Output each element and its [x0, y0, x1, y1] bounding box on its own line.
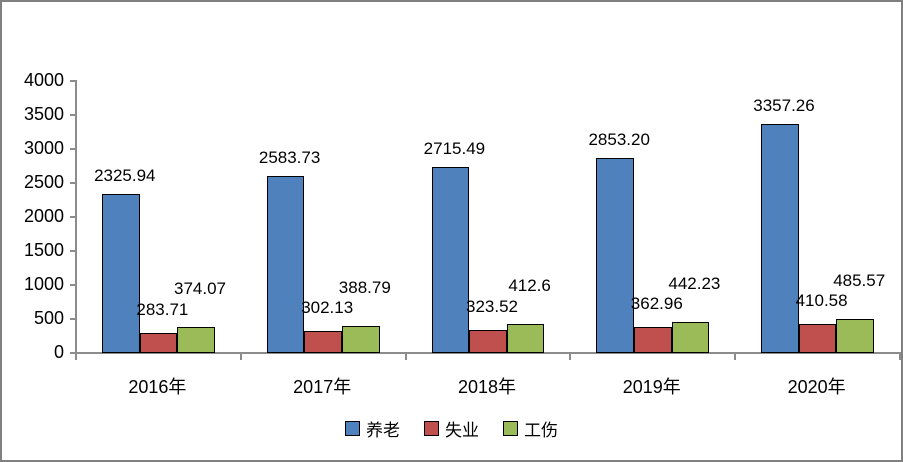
legend-label-养老: 养老: [366, 421, 400, 440]
y-axis-tick: [70, 352, 75, 354]
y-axis-tick: [70, 250, 75, 252]
y-tick-label: 2500: [23, 172, 64, 192]
bar-失业: [139, 332, 178, 353]
bar-失业: [798, 324, 837, 353]
x-axis-tick: [239, 352, 242, 360]
bar-养老: [761, 123, 799, 353]
bar-工伤: [506, 323, 545, 353]
data-label: 3357.26: [753, 95, 815, 115]
legend-item-失业: 失业: [424, 416, 479, 441]
legend-item-工伤: 工伤: [503, 416, 558, 441]
legend-label-失业: 失业: [445, 421, 479, 440]
y-axis-tick: [70, 318, 75, 320]
data-label: 2583.73: [258, 148, 321, 168]
bar-失业: [634, 327, 672, 353]
x-axis-tick: [569, 352, 572, 360]
legend-item-养老: 养老: [345, 416, 400, 441]
y-axis-tick: [70, 80, 75, 82]
y-axis-tick: [70, 148, 75, 150]
data-label: 442.23: [668, 273, 721, 293]
legend-swatch-工伤: [503, 421, 518, 436]
data-label: 323.52: [466, 297, 518, 316]
bar-养老: [102, 193, 140, 353]
y-tick-label: 3000: [23, 138, 64, 158]
category-label: 2019年: [622, 377, 681, 397]
bar-工伤: [836, 318, 874, 353]
data-label: 374.07: [174, 278, 226, 298]
legend-swatch-养老: [345, 421, 360, 436]
data-label: 388.79: [338, 277, 391, 297]
bar-工伤: [671, 321, 710, 353]
data-label: 283.71: [136, 299, 189, 319]
bar-失业: [304, 331, 342, 353]
bar-养老: [431, 167, 470, 353]
bar-失业: [469, 330, 507, 353]
x-axis-tick: [75, 352, 77, 360]
bar-养老: [596, 157, 634, 353]
data-label: 2325.94: [94, 165, 156, 185]
data-label: 362.96: [630, 294, 683, 314]
y-axis-tick: [70, 284, 75, 286]
bar-工伤: [177, 326, 215, 353]
data-label: 302.13: [301, 298, 354, 318]
x-axis-line: [70, 352, 901, 354]
y-axis-line: [75, 80, 77, 354]
y-tick-label: 3500: [23, 104, 64, 124]
data-label: 485.57: [833, 270, 886, 290]
legend: 养老 失业 工伤: [2, 416, 901, 441]
data-label: 412.6: [508, 275, 551, 295]
data-label: 410.58: [795, 291, 848, 311]
category-label: 2018年: [457, 377, 517, 397]
y-tick-label: 4000: [23, 70, 64, 90]
data-label: 2853.20: [588, 129, 650, 149]
x-axis-tick: [899, 352, 901, 360]
y-tick-label: 500: [33, 308, 64, 328]
y-tick-label: 1500: [23, 240, 64, 260]
x-axis-tick: [734, 352, 737, 360]
x-axis-tick: [404, 352, 407, 360]
y-tick-label: 1000: [23, 274, 64, 294]
bar-养老: [266, 176, 305, 353]
y-axis-tick: [70, 216, 75, 218]
legend-swatch-失业: [424, 421, 439, 436]
category-label: 2020年: [787, 377, 846, 397]
y-tick-label: 2000: [23, 206, 64, 226]
y-axis-tick: [70, 114, 75, 116]
category-label: 2016年: [128, 377, 187, 397]
y-tick-label: 0: [53, 342, 64, 362]
legend-label-工伤: 工伤: [524, 421, 558, 440]
y-axis-tick: [70, 182, 75, 184]
data-label: 2715.49: [423, 139, 486, 159]
category-label: 2017年: [293, 377, 352, 397]
bar-工伤: [342, 325, 380, 353]
